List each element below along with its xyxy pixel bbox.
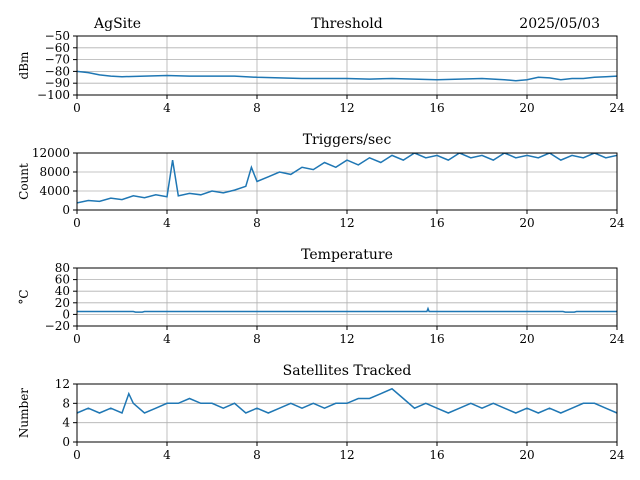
x-tick-label: 8 xyxy=(253,448,261,462)
chart-title: Threshold xyxy=(311,16,382,32)
x-tick-label: 20 xyxy=(519,448,534,462)
y-axis-label: Count xyxy=(17,163,31,200)
x-tick-label: 0 xyxy=(73,101,81,115)
y-tick-label: 4 xyxy=(62,416,70,430)
series-line xyxy=(77,387,617,415)
series-line xyxy=(77,153,617,204)
x-tick-label: 16 xyxy=(429,332,444,346)
y-tick-label: −80 xyxy=(45,64,70,78)
chart-title: Triggers/sec xyxy=(303,132,392,148)
x-tick-label: 8 xyxy=(253,101,261,115)
x-tick-label: 24 xyxy=(609,101,625,115)
x-tick-label: 4 xyxy=(163,101,171,115)
y-tick-label: −20 xyxy=(45,319,70,333)
chart-panel-2: Triggers/sec 0 4 8 12 16 20 24 0 4000 8000 12000Cou… xyxy=(17,132,625,230)
y-tick-label: 80 xyxy=(55,261,70,275)
date-label: 2025/05/03 xyxy=(519,16,600,32)
chart-panels: Threshold 0 4 8 12 16 20 24 −100−90−80−70−60−50 d… xyxy=(17,16,625,462)
x-tick-label: 20 xyxy=(519,101,534,115)
x-tick-label: 24 xyxy=(609,332,625,346)
x-tick-label: 4 xyxy=(163,448,171,462)
x-tick-label: 24 xyxy=(609,216,625,230)
chart-panel-1: Threshold 0 4 8 12 16 20 24 −100−90−80−70−60−50 d… xyxy=(17,16,625,115)
x-tick-label: 8 xyxy=(253,216,261,230)
x-tick-label: 16 xyxy=(429,448,444,462)
y-tick-label: 60 xyxy=(55,273,70,287)
y-tick-label: 20 xyxy=(55,296,70,310)
series-line xyxy=(77,306,617,313)
y-tick-label: −50 xyxy=(45,29,70,43)
x-tick-label: 16 xyxy=(429,216,444,230)
x-tick-label: 0 xyxy=(73,332,81,346)
chart-panel-4: Satellites Tracked 0 4 8 12 16 20 24 0 4 8 12 Number xyxy=(17,363,625,462)
site-label: AgSite xyxy=(93,16,141,32)
y-tick-label: 8000 xyxy=(39,165,70,179)
y-tick-label: 0 xyxy=(62,307,70,321)
y-tick-label: −100 xyxy=(37,88,70,102)
x-tick-label: 12 xyxy=(339,332,354,346)
y-tick-label: 8 xyxy=(62,396,70,410)
y-tick-label: 4000 xyxy=(39,184,70,198)
x-tick-label: 12 xyxy=(339,101,354,115)
y-tick-label: 40 xyxy=(55,284,70,298)
y-tick-label: 12000 xyxy=(32,146,70,160)
y-tick-label: −70 xyxy=(45,53,70,67)
x-tick-label: 20 xyxy=(519,216,534,230)
y-tick-label: 0 xyxy=(62,435,70,449)
x-tick-label: 4 xyxy=(163,216,171,230)
x-tick-label: 12 xyxy=(339,216,354,230)
x-tick-label: 0 xyxy=(73,216,81,230)
y-tick-label: −60 xyxy=(45,41,70,55)
x-tick-label: 12 xyxy=(339,448,354,462)
x-tick-label: 0 xyxy=(73,448,81,462)
series-line xyxy=(77,70,617,82)
x-tick-label: 4 xyxy=(163,332,171,346)
x-tick-label: 24 xyxy=(609,448,625,462)
y-tick-label: 0 xyxy=(62,203,70,217)
y-tick-label: 12 xyxy=(55,377,70,391)
x-tick-label: 20 xyxy=(519,332,534,346)
y-axis-label: dBm xyxy=(17,51,31,80)
chart-title: Temperature xyxy=(301,247,393,263)
y-axis-label: °C xyxy=(17,289,31,304)
y-tick-label: −90 xyxy=(45,76,70,90)
x-tick-label: 16 xyxy=(429,101,444,115)
x-tick-label: 8 xyxy=(253,332,261,346)
chart-title: Satellites Tracked xyxy=(283,363,412,379)
y-axis-label: Number xyxy=(17,388,31,438)
